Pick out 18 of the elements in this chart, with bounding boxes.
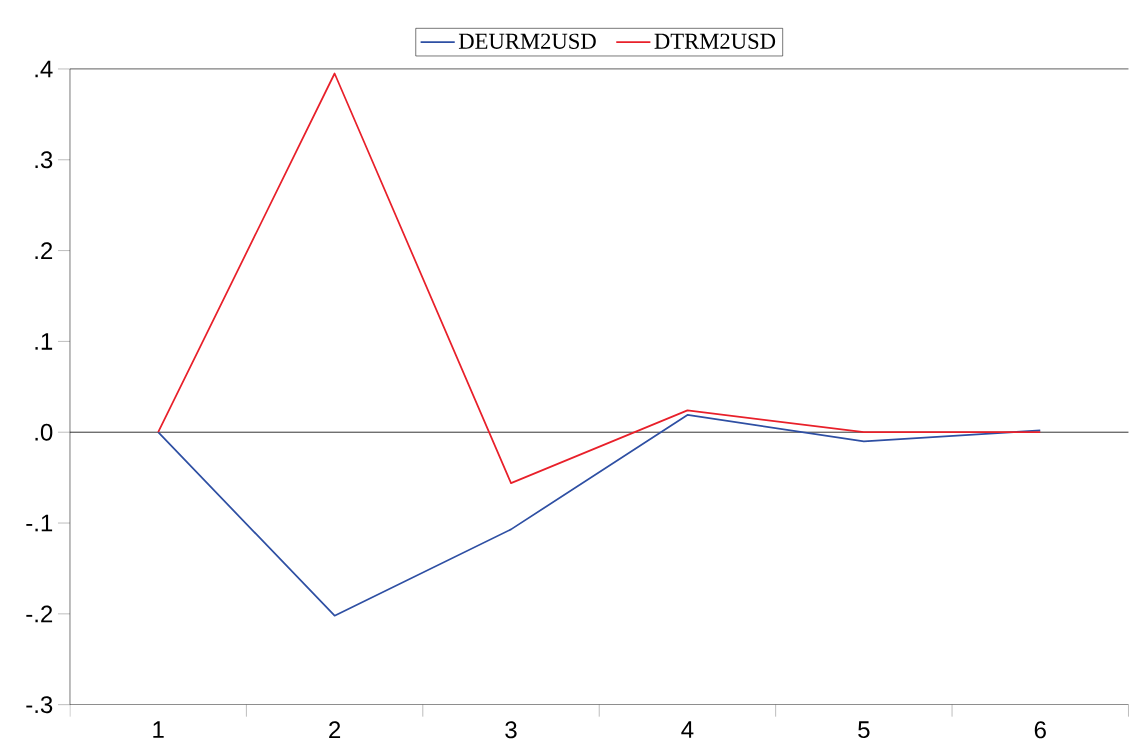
y-tick-label: .2 [35, 242, 53, 260]
y-tick-label: .3 [35, 151, 53, 169]
y-tick-label: .0 [35, 423, 53, 441]
y-tick-label: .4 [35, 60, 53, 78]
x-tick-label: 4 [681, 721, 694, 739]
x-tick-label: 3 [505, 721, 517, 739]
line-series [157, 414, 1042, 617]
y-tick-label: .1 [35, 333, 53, 350]
y-tick-label: -.1 [26, 514, 53, 532]
x-tick-label: 6 [1034, 721, 1046, 739]
y-tick-label: -.2 [26, 605, 53, 623]
x-tick-label: 5 [858, 721, 870, 739]
legend-label: DEURM2USD [458, 33, 596, 50]
x-tick-label: 2 [329, 721, 341, 739]
x-tick-label: 1 [153, 721, 164, 739]
line-series [157, 72, 1042, 485]
legend-label: DTRM2USD [654, 33, 776, 50]
y-tick-label: -.3 [26, 696, 53, 714]
